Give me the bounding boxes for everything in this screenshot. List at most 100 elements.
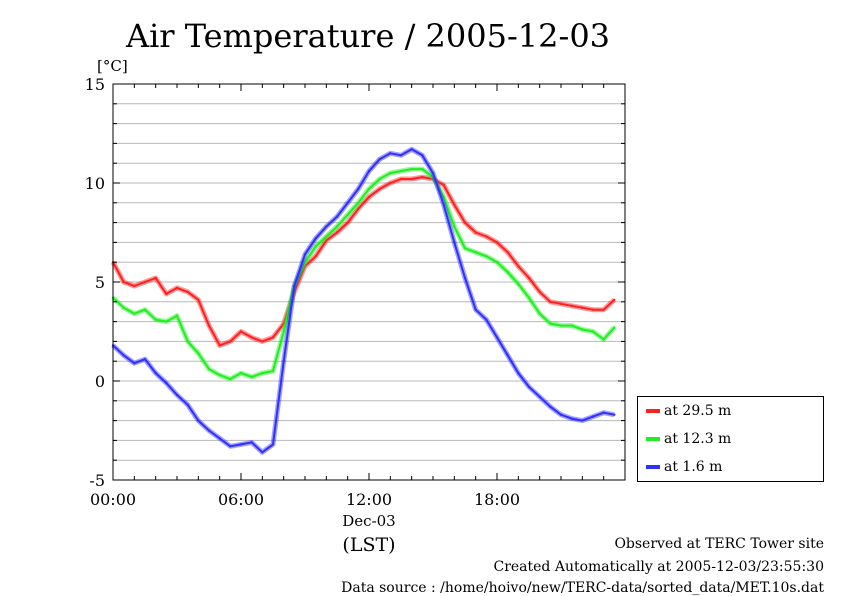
data-point: [303, 253, 307, 256]
data-point: [357, 207, 360, 210]
data-point: [325, 225, 328, 228]
data-point: [485, 235, 488, 238]
data-point: [378, 187, 381, 191]
data-point: [517, 371, 520, 375]
y-axis-label: [°C]: [97, 57, 128, 75]
data-point: [591, 308, 595, 311]
data-point: [410, 177, 413, 181]
tick-layer: -5 0 5 10 15 00:00 06:00 12:00 18:00: [85, 75, 626, 509]
data-point: [175, 393, 179, 397]
data-point: [229, 377, 232, 381]
data-point: [175, 286, 179, 290]
data-point: [559, 302, 563, 305]
data-point: [474, 308, 477, 311]
data-point: [186, 403, 189, 406]
legend-swatch-1-6m: [646, 465, 660, 469]
data-point: [410, 167, 413, 171]
data-point: [506, 354, 509, 357]
legend-label-1-6m: at 1.6 m: [664, 459, 723, 475]
data-point: [613, 298, 616, 301]
data-point: [527, 276, 531, 280]
data-point: [421, 167, 424, 171]
data-point: [207, 367, 211, 371]
data-point: [207, 429, 211, 432]
legend-swatch-29-5m: [646, 409, 660, 413]
data-point: [549, 300, 552, 303]
data-point: [570, 324, 573, 327]
legend-item-12-3m: at 12.3 m: [646, 429, 731, 449]
data-point: [495, 336, 499, 339]
data-point: [346, 213, 349, 216]
data-point: [335, 225, 339, 228]
data-point: [399, 169, 403, 173]
data-point: [197, 419, 200, 422]
data-point: [367, 187, 371, 191]
data-point: [389, 152, 392, 155]
data-point: [570, 304, 573, 307]
data-point: [346, 201, 349, 204]
data-point: [250, 441, 253, 444]
data-point: [549, 405, 552, 408]
y-tick-label: 5: [95, 273, 105, 292]
data-point: [474, 251, 477, 254]
y-tick-label: 10: [85, 174, 105, 193]
x-axis-label: (LST): [342, 534, 395, 556]
x-tick-label: 00:00: [90, 490, 136, 509]
data-point: [495, 241, 499, 244]
data-point: [133, 362, 136, 365]
data-point: [229, 445, 232, 448]
data-point: [261, 451, 264, 454]
data-point: [485, 255, 488, 258]
data-point: [367, 169, 371, 173]
data-point: [527, 296, 531, 299]
data-point: [453, 225, 456, 228]
y-tick-label: -5: [89, 471, 105, 490]
data-point: [314, 237, 317, 240]
data-point: [410, 148, 413, 151]
data-point: [154, 371, 157, 375]
data-point: [453, 241, 456, 244]
data-point: [442, 195, 445, 199]
data-point: [378, 177, 381, 181]
data-point: [581, 306, 584, 309]
data-point: [527, 385, 531, 389]
legend-item-1-6m: at 1.6 m: [646, 457, 722, 477]
data-point: [538, 290, 541, 294]
data-point: [314, 245, 317, 248]
data-point: [122, 280, 125, 284]
data-point: [495, 261, 499, 264]
data-point: [133, 284, 136, 288]
data-point: [186, 290, 189, 294]
data-point: [591, 330, 595, 333]
data-point: [335, 215, 339, 218]
data-point: [549, 322, 552, 325]
data-point: [367, 195, 371, 199]
data-point: [485, 318, 488, 321]
data-point: [613, 413, 616, 416]
data-point: [239, 443, 243, 446]
data-point: [463, 247, 467, 250]
data-point: [143, 280, 147, 284]
data-point: [346, 221, 349, 224]
series-line-0: [112, 176, 615, 347]
data-point: [506, 251, 509, 254]
footer-created: Created Automatically at 2005-12-03/23:5…: [493, 559, 824, 575]
data-point: [239, 330, 243, 333]
legend-label-12-3m: at 12.3 m: [664, 431, 732, 447]
data-point: [325, 239, 328, 242]
data-point: [207, 324, 211, 327]
data-point: [581, 419, 584, 422]
data-point: [602, 338, 605, 341]
x-tick-label: 06:00: [218, 490, 264, 509]
data-point: [218, 373, 221, 377]
data-point: [165, 381, 168, 385]
data-point: [389, 171, 392, 175]
data-point: [421, 154, 424, 157]
data-point: [229, 340, 232, 343]
data-point: [303, 261, 307, 264]
series-layer: [110, 146, 617, 455]
footer-source: Data source : /home/hoivo/new/TERC-data/…: [341, 580, 824, 596]
series-line-2: [112, 148, 615, 454]
data-point: [357, 201, 360, 204]
data-point: [463, 276, 467, 280]
